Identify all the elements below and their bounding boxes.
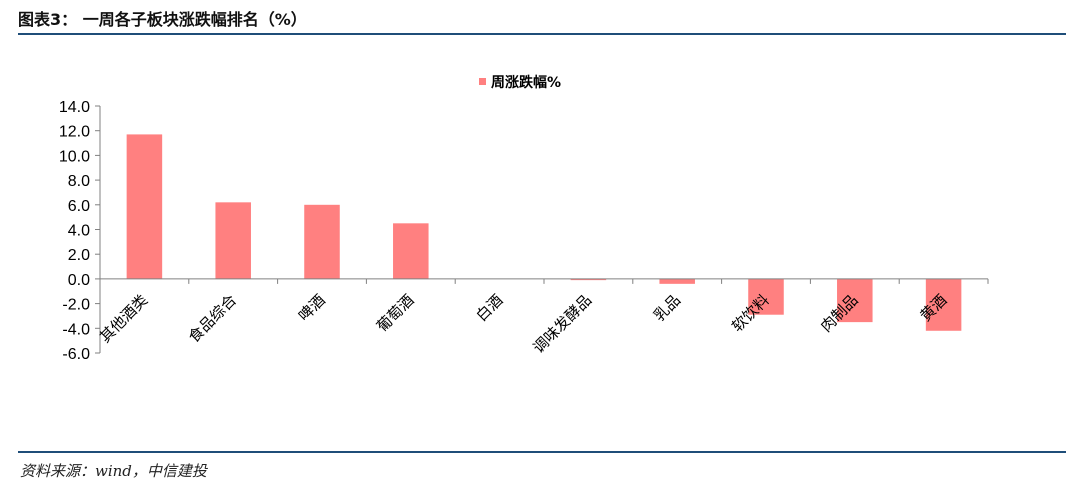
bar-0 [126, 134, 163, 279]
bar-2 [304, 204, 340, 279]
y-tick-label: 4.0 [68, 223, 90, 240]
bar-9 [925, 278, 962, 331]
y-tick-label: 0.0 [68, 272, 90, 289]
top-divider [18, 33, 1066, 35]
bar-1 [215, 202, 251, 279]
y-tick-label: 12.0 [59, 124, 90, 141]
legend-label-weekly-change: 周涨跌幅% [491, 74, 561, 91]
x-category-label: 葡萄酒 [373, 291, 418, 336]
bars [126, 134, 962, 331]
x-category-label: 白酒 [472, 291, 506, 325]
y-tick-label: -4.0 [62, 321, 90, 338]
x-category-label: 调味发酵品 [529, 291, 595, 357]
bar-8 [837, 278, 873, 323]
y-tick-label: -6.0 [62, 346, 90, 363]
x-category-label: 其他酒类 [96, 291, 151, 346]
y-tick-label: -2.0 [62, 297, 90, 314]
legend-swatch [479, 78, 486, 85]
x-category-label: 乳品 [650, 291, 684, 325]
y-tick-label: 6.0 [68, 198, 90, 215]
chart-title: 图表3： 一周各子板块涨跌幅排名（%） [18, 10, 307, 29]
bar-6 [659, 278, 695, 284]
y-tick-label: 2.0 [68, 247, 90, 264]
chart-legend: 周涨跌幅% [479, 74, 561, 91]
y-tick-label: 14.0 [59, 99, 90, 116]
bar-3 [393, 223, 429, 279]
bar-7 [748, 278, 784, 315]
y-axis: 14.0 12.0 10.0 8.0 6.0 4.0 2.0 0.0 -2.0 -4.0 -6.0 [59, 99, 101, 363]
y-tick-label: 10.0 [59, 148, 90, 165]
bottom-divider [18, 451, 1066, 453]
x-category-label: 食品综合 [185, 291, 240, 346]
source-note: 资料来源：wind，中信建投 [20, 462, 207, 480]
bar-5 [570, 278, 607, 281]
x-category-label: 啤酒 [295, 291, 329, 325]
y-tick-label: 8.0 [68, 173, 90, 190]
